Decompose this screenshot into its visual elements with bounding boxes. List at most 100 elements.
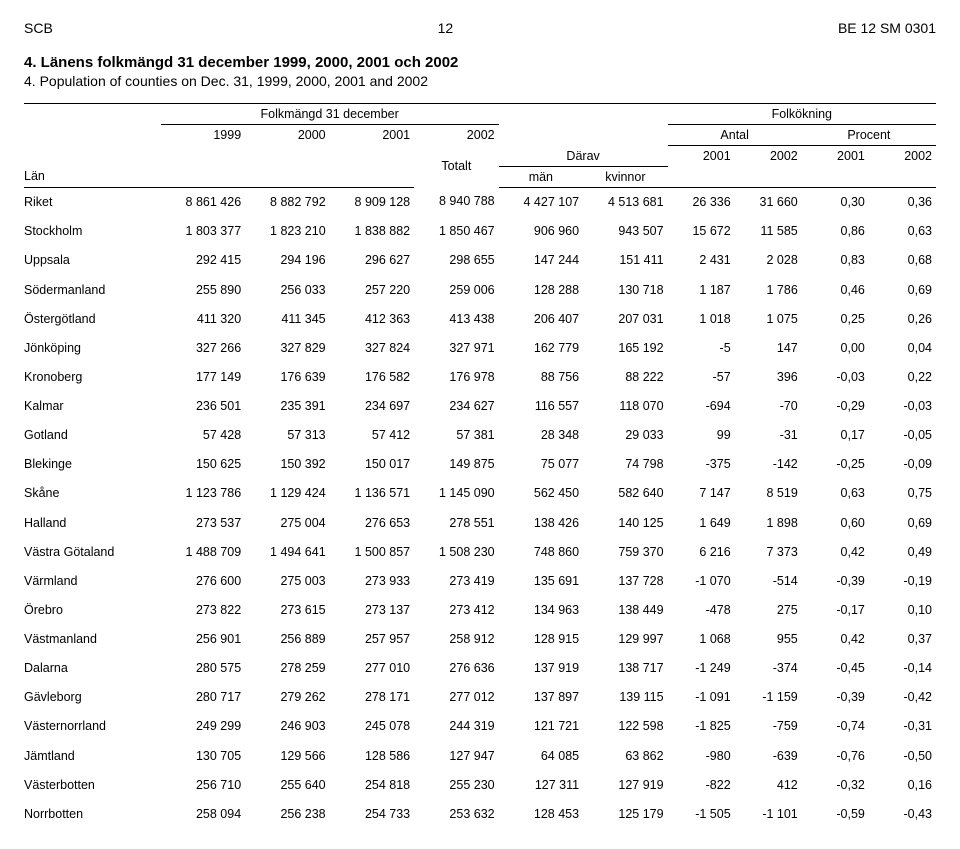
cell: 254 818 [330,771,414,800]
cell: 162 779 [499,334,583,363]
col-antal-2001: 2001 [668,146,735,167]
cell: 129 566 [245,742,329,771]
header-row-years: 1999 2000 2001 2002 Antal Procent [24,125,936,146]
col-kvinnor: kvinnor [583,166,667,187]
table-row: Västerbotten256 710255 640254 818255 230… [24,771,936,800]
cell: -375 [668,450,735,479]
cell: -478 [668,596,735,625]
cell: -57 [668,363,735,392]
cell: -0,09 [869,450,936,479]
cell: 255 890 [161,276,245,305]
table-row: Västernorrland249 299246 903245 078244 3… [24,712,936,741]
table-row: Blekinge150 625150 392150 017149 87575 0… [24,450,936,479]
cell: 943 507 [583,217,667,246]
cell: 2 028 [735,246,802,275]
row-label: Gävleborg [24,683,161,712]
header-center: 12 [438,20,454,36]
cell: -639 [735,742,802,771]
cell: 279 262 [245,683,329,712]
cell: 150 017 [330,450,414,479]
cell: 116 557 [499,392,583,421]
cell: 11 585 [735,217,802,246]
table-row: Norrbotten258 094256 238254 733253 63212… [24,800,936,829]
cell: 0,63 [869,217,936,246]
cell: 255 640 [245,771,329,800]
cell: 0,83 [802,246,869,275]
cell: 151 411 [583,246,667,275]
cell: -514 [735,567,802,596]
cell: 8 940 788 [414,187,498,217]
cell: 127 311 [499,771,583,800]
cell: 906 960 [499,217,583,246]
cell: 130 705 [161,742,245,771]
cell: 1 068 [668,625,735,654]
cell: 273 537 [161,509,245,538]
cell: -374 [735,654,802,683]
cell: 296 627 [330,246,414,275]
cell: 130 718 [583,276,667,305]
cell: 244 319 [414,712,498,741]
cell: 1 803 377 [161,217,245,246]
cell: -0,25 [802,450,869,479]
cell: -31 [735,421,802,450]
cell: 138 426 [499,509,583,538]
cell: 26 336 [668,187,735,217]
cell: 1 508 230 [414,538,498,567]
col-procent-2002: 2002 [869,146,936,167]
cell: 276 636 [414,654,498,683]
col-darav: Därav [499,146,668,167]
cell: 57 412 [330,421,414,450]
cell: 278 551 [414,509,498,538]
cell: 0,04 [869,334,936,363]
table-row: Kronoberg177 149176 639176 582176 97888 … [24,363,936,392]
cell: 138 717 [583,654,667,683]
cell: 7 373 [735,538,802,567]
cell: -5 [668,334,735,363]
cell: -0,19 [869,567,936,596]
cell: -1 070 [668,567,735,596]
cell: 256 901 [161,625,245,654]
cell: 254 733 [330,800,414,829]
cell: 276 600 [161,567,245,596]
cell: 234 697 [330,392,414,421]
cell: 257 957 [330,625,414,654]
table-row: Skåne1 123 7861 129 4241 136 5711 145 09… [24,479,936,508]
cell: 147 [735,334,802,363]
table-row: Västmanland256 901256 889257 957258 9121… [24,625,936,654]
table-row: Västra Götaland1 488 7091 494 6411 500 8… [24,538,936,567]
cell: -0,03 [869,392,936,421]
cell: 280 575 [161,654,245,683]
cell: 275 [735,596,802,625]
row-label: Jämtland [24,742,161,771]
cell: -1 825 [668,712,735,741]
cell: 137 897 [499,683,583,712]
cell: -0,50 [869,742,936,771]
cell: 258 094 [161,800,245,829]
cell: 955 [735,625,802,654]
cell: 1 823 210 [245,217,329,246]
row-label: Uppsala [24,246,161,275]
cell: 128 453 [499,800,583,829]
cell: 137 919 [499,654,583,683]
cell: 139 115 [583,683,667,712]
col-antal-2002: 2002 [735,146,802,167]
cell: 273 137 [330,596,414,625]
cell: 0,25 [802,305,869,334]
cell: 256 238 [245,800,329,829]
cell: 1 494 641 [245,538,329,567]
cell: 253 632 [414,800,498,829]
cell: 138 449 [583,596,667,625]
cell: -0,74 [802,712,869,741]
col-year-2000: 2000 [245,125,329,146]
cell: 0,26 [869,305,936,334]
col-totalt: Totalt [414,146,498,188]
cell: 273 419 [414,567,498,596]
table-row: Riket8 861 4268 882 7928 909 1288 940 78… [24,187,936,217]
cell: -1 505 [668,800,735,829]
header-left: SCB [24,20,53,36]
col-group-folkokning: Folkökning [668,104,936,125]
col-antal: Antal [668,125,802,146]
cell: 411 320 [161,305,245,334]
cell: 1 786 [735,276,802,305]
row-label: Kalmar [24,392,161,421]
